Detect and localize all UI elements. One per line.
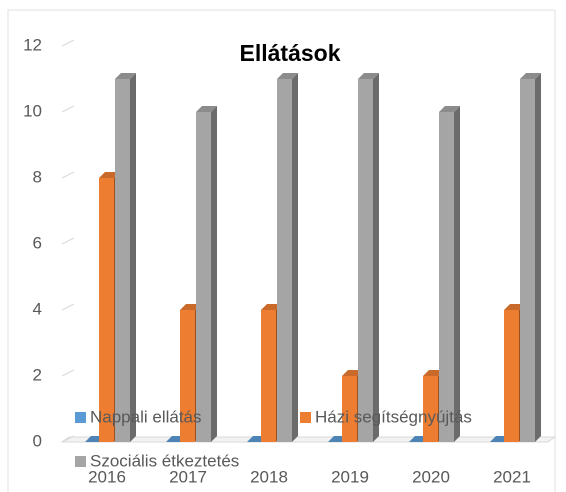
bar-top [261,304,282,310]
bar [115,79,130,442]
bar-side [373,73,379,442]
floor [60,436,557,443]
legend-swatch [75,412,86,423]
bar [358,79,373,442]
x-tick-label: 2017 [169,467,207,486]
bar-top [358,73,379,79]
y-tick-label: 10 [23,101,42,120]
bar [520,79,535,442]
tick-mark [61,435,75,443]
x-tick-label: 2019 [331,467,369,486]
legend-label: Nappali ellátás [90,407,202,426]
bar-top [342,370,363,376]
bar-top [99,172,120,178]
bar-top [520,73,541,79]
chart-border [7,9,556,492]
chart-title: Ellátások [240,40,341,66]
legend-label: Szociális étkeztetés [90,451,239,470]
tick-mark [61,171,75,179]
bar-top [504,304,525,310]
tick-mark [61,369,75,377]
y-tick-label: 4 [33,299,42,318]
y-tick-label: 12 [23,35,42,54]
bar-top [439,106,460,112]
bar-side [454,106,460,442]
tick-mark [61,303,75,311]
legend-swatch [75,456,86,467]
tick-mark [61,39,75,47]
bar-top [115,73,136,79]
bar [180,310,195,442]
bar-top [180,304,201,310]
x-tick-label: 2021 [493,467,531,486]
y-tick-label: 6 [33,233,42,252]
x-tick-label: 2016 [88,467,126,486]
x-tick-label: 2020 [412,467,450,486]
bar-top [423,370,444,376]
bar [99,178,114,442]
legend-swatch [300,412,311,423]
y-tick-label: 8 [33,167,42,186]
y-tick-label: 0 [33,431,42,450]
bar-side [292,73,298,442]
bar-side [211,106,217,442]
bar-top [277,73,298,79]
bar [342,376,357,442]
tick-mark [61,105,75,113]
tick-mark [61,237,75,245]
legend-label: Házi segítségnyújtás [315,407,472,426]
bar [439,112,454,442]
bar [277,79,292,442]
bar [196,112,211,442]
bar-top [196,106,217,112]
y-tick-label: 2 [33,365,42,384]
x-tick-label: 2018 [250,467,288,486]
bar-side [130,73,136,442]
bar [504,310,519,442]
bar-side [535,73,541,442]
bar [261,310,276,442]
bar [423,376,438,442]
